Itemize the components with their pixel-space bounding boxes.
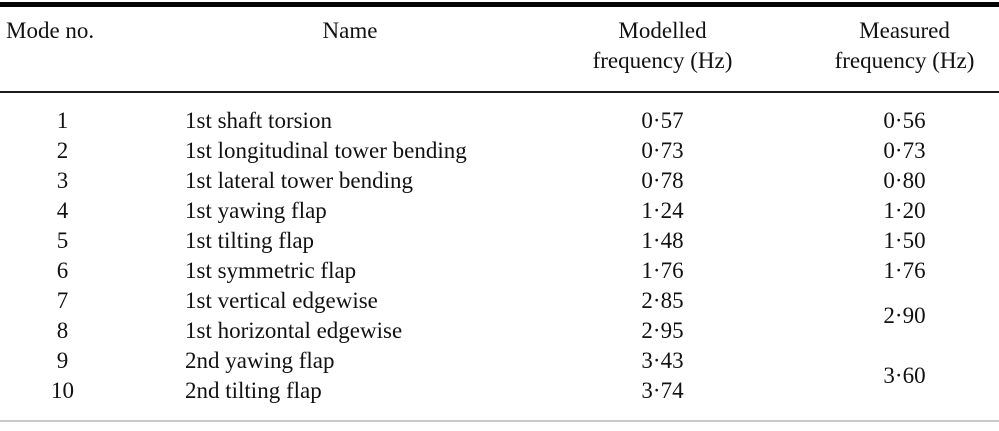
cell-mode-no: 5	[56, 227, 69, 253]
column-header-modelled-frequency: Modelled frequency (Hz)	[515, 5, 810, 92]
cell-modelled-frequency: 0·57	[641, 107, 684, 133]
table-row: 2 1st longitudinal tower bending 0·73 0·…	[0, 136, 999, 166]
cell-modelled-frequency: 1·48	[641, 227, 684, 253]
cell-mode-name: 1st lateral tower bending	[185, 167, 414, 193]
cell-measured-frequency: 0·80	[883, 167, 926, 193]
modal-frequencies-table: Mode no. Name Modelled frequency (Hz) Me…	[0, 2, 999, 406]
header-line-measured: Measured	[859, 18, 950, 43]
table-row: 7 1st vertical edgewise 2·85 2·90	[0, 286, 999, 328]
header-row: Mode no. Name Modelled frequency (Hz) Me…	[0, 5, 999, 92]
table-row: 6 1st symmetric flap 1·76 1·76	[0, 256, 999, 286]
header-line-modelled: Modelled	[618, 18, 707, 43]
cell-measured-frequency-merged-modes-7-8: 2·90	[883, 302, 926, 328]
cell-mode-name: 2nd tilting flap	[185, 377, 322, 403]
table-row: 10 2nd tilting flap 3·74	[0, 376, 999, 406]
cell-mode-name: 1st longitudinal tower bending	[185, 137, 467, 163]
column-header-name: Name	[322, 18, 378, 43]
cell-modelled-frequency: 2·85	[641, 287, 684, 313]
cell-mode-name: 1st horizontal edgewise	[185, 317, 403, 343]
cell-mode-no: 7	[56, 287, 69, 313]
table-header: Mode no. Name Modelled frequency (Hz) Me…	[0, 5, 999, 92]
table-row: 3 1st lateral tower bending 0·78 0·80	[0, 166, 999, 196]
cell-modelled-frequency: 3·43	[641, 347, 684, 373]
column-header-measured-frequency: Measured frequency (Hz)	[810, 5, 999, 92]
cell-mode-no: 1	[56, 107, 69, 133]
cell-mode-name: 1st tilting flap	[185, 227, 315, 253]
table-row: 5 1st tilting flap 1·48 1·50	[0, 226, 999, 256]
cell-measured-frequency: 1·50	[883, 227, 926, 253]
cell-measured-frequency: 0·56	[883, 107, 926, 133]
table-bottom-rule	[0, 419, 999, 422]
cell-modelled-frequency: 1·76	[641, 257, 684, 283]
table-body: 1 1st shaft torsion 0·57 0·56 2 1st long…	[0, 92, 999, 406]
cell-measured-frequency: 1·76	[883, 257, 926, 283]
cell-mode-no: 8	[56, 317, 69, 343]
header-line-measured-units: frequency (Hz)	[834, 48, 975, 73]
cell-mode-no: 9	[56, 347, 69, 373]
cell-measured-frequency-merged-modes-9-10: 3·60	[883, 362, 926, 388]
table-row: 1 1st shaft torsion 0·57 0·56	[0, 92, 999, 136]
cell-mode-no: 6	[56, 257, 69, 283]
cell-modelled-frequency: 0·73	[641, 137, 684, 163]
cell-mode-name: 1st yawing flap	[185, 197, 327, 223]
header-line-modelled-units: frequency (Hz)	[592, 48, 733, 73]
table-row: 8 1st horizontal edgewise 2·95	[0, 316, 999, 346]
cell-mode-no: 2	[56, 137, 69, 163]
cell-modelled-frequency: 3·74	[641, 377, 684, 403]
cell-mode-no: 3	[56, 167, 69, 193]
cell-mode-name: 2nd yawing flap	[185, 347, 335, 373]
table-row: 4 1st yawing flap 1·24 1·20	[0, 196, 999, 226]
cell-modelled-frequency: 0·78	[641, 167, 684, 193]
table-row: 9 2nd yawing flap 3·43 3·60	[0, 346, 999, 388]
column-header-mode-no: Mode no.	[6, 18, 95, 43]
cell-measured-frequency: 0·73	[883, 137, 926, 163]
cell-modelled-frequency: 1·24	[641, 197, 684, 223]
cell-mode-name: 1st vertical edgewise	[185, 287, 378, 313]
cell-modelled-frequency: 2·95	[641, 317, 684, 343]
cell-mode-no: 10	[51, 377, 74, 403]
cell-mode-no: 4	[56, 197, 69, 223]
cell-measured-frequency: 1·20	[883, 197, 926, 223]
cell-mode-name: 1st shaft torsion	[185, 107, 332, 133]
cell-mode-name: 1st symmetric flap	[185, 257, 357, 283]
